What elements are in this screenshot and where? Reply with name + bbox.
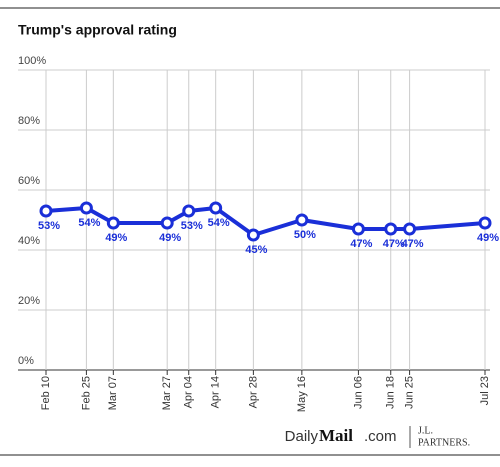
brand-bold: Mail bbox=[319, 426, 353, 445]
x-tick-label: Feb 25 bbox=[80, 376, 92, 410]
point bbox=[478, 216, 492, 230]
y-tick-label: 40% bbox=[18, 235, 40, 247]
y-tick-label: 80% bbox=[18, 115, 40, 127]
x-tick-label: Jun 18 bbox=[385, 376, 397, 409]
value-label: 53% bbox=[38, 220, 60, 232]
x-tick-label: May 16 bbox=[296, 376, 308, 412]
x-tick-label: Mar 27 bbox=[161, 376, 173, 410]
x-tick-label: Feb 10 bbox=[40, 376, 52, 410]
point bbox=[351, 222, 365, 236]
value-label: 54% bbox=[208, 217, 230, 229]
point bbox=[182, 204, 196, 218]
value-label: 49% bbox=[477, 232, 499, 244]
value-label: 49% bbox=[159, 232, 181, 244]
value-label: 54% bbox=[78, 217, 100, 229]
value-label: 49% bbox=[105, 232, 127, 244]
y-tick-label: 0% bbox=[18, 355, 34, 367]
x-tick-label: Jul 23 bbox=[479, 376, 491, 405]
x-tick-label: Apr 14 bbox=[210, 376, 222, 408]
value-label: 47% bbox=[402, 238, 424, 250]
y-tick-label: 100% bbox=[18, 55, 46, 67]
partner-bottom: PARTNERS. bbox=[418, 437, 470, 448]
point bbox=[403, 222, 417, 236]
brand: Daily bbox=[285, 428, 319, 445]
point bbox=[160, 216, 174, 230]
x-tick-label: Jun 06 bbox=[352, 376, 364, 409]
partner-top: J.L. bbox=[418, 425, 433, 436]
value-label: 47% bbox=[383, 238, 405, 250]
value-label: 53% bbox=[181, 220, 203, 232]
chart-title: Trump's approval rating bbox=[18, 22, 177, 38]
value-label: 47% bbox=[350, 238, 372, 250]
value-label: 45% bbox=[245, 244, 267, 256]
point bbox=[209, 201, 223, 215]
x-tick-label: Apr 04 bbox=[183, 376, 195, 408]
x-tick-label: Apr 28 bbox=[247, 376, 259, 408]
point bbox=[246, 228, 260, 242]
point bbox=[39, 204, 53, 218]
brand-suffix: .com bbox=[364, 428, 397, 445]
value-label: 50% bbox=[294, 229, 316, 241]
point bbox=[79, 201, 93, 215]
x-tick-label: Jun 25 bbox=[403, 376, 415, 409]
y-tick-label: 20% bbox=[18, 295, 40, 307]
footer-logo: Daily Mail .com J.L. PARTNERS. bbox=[285, 425, 470, 448]
x-tick-label: Mar 07 bbox=[107, 376, 119, 410]
point bbox=[384, 222, 398, 236]
y-tick-label: 60% bbox=[18, 175, 40, 187]
point bbox=[106, 216, 120, 230]
point bbox=[295, 213, 309, 227]
